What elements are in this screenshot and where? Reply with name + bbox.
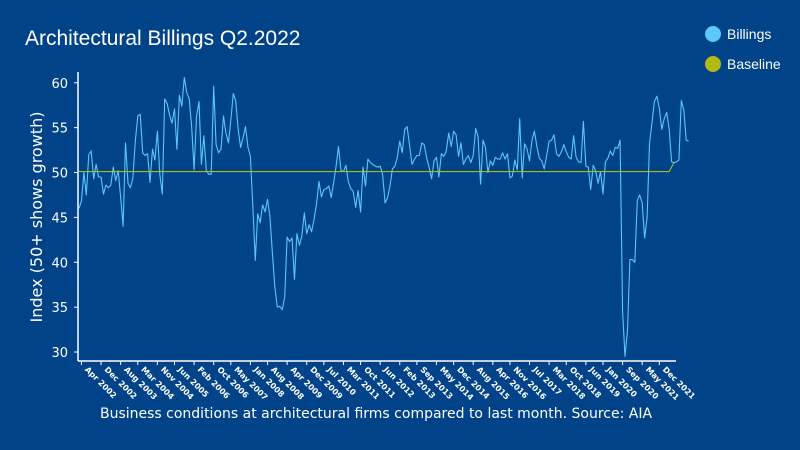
y-axis: 30 35 40 45 50 55 60: [51, 72, 79, 361]
legend-billings-dot-icon: [705, 26, 721, 42]
y-tick-label: 35: [51, 301, 68, 316]
y-tick-label: 55: [51, 122, 68, 137]
series-line-baseline: [79, 162, 675, 173]
chart-title: Architectural Billings Q2.2022: [25, 27, 301, 50]
legend-baseline-label: Baseline: [727, 56, 781, 72]
series-layer: [78, 76, 689, 358]
y-tick-label: 40: [51, 256, 68, 271]
legend: Billings Baseline: [705, 24, 781, 84]
legend-item-billings[interactable]: Billings: [705, 24, 781, 44]
legend-item-baseline[interactable]: Baseline: [705, 54, 781, 74]
chart-caption: Business conditions at architectural fir…: [99, 406, 653, 422]
y-tick-label: 50: [51, 167, 68, 182]
y-axis-label: Index (50+ shows growth): [27, 112, 46, 323]
y-tick-label: 60: [51, 77, 68, 92]
y-tick-label: 30: [51, 346, 68, 361]
y-tick-label: 45: [51, 211, 68, 226]
legend-baseline-dot-icon: [705, 56, 721, 72]
legend-billings-label: Billings: [727, 26, 772, 42]
series-line-billings: [78, 76, 689, 358]
